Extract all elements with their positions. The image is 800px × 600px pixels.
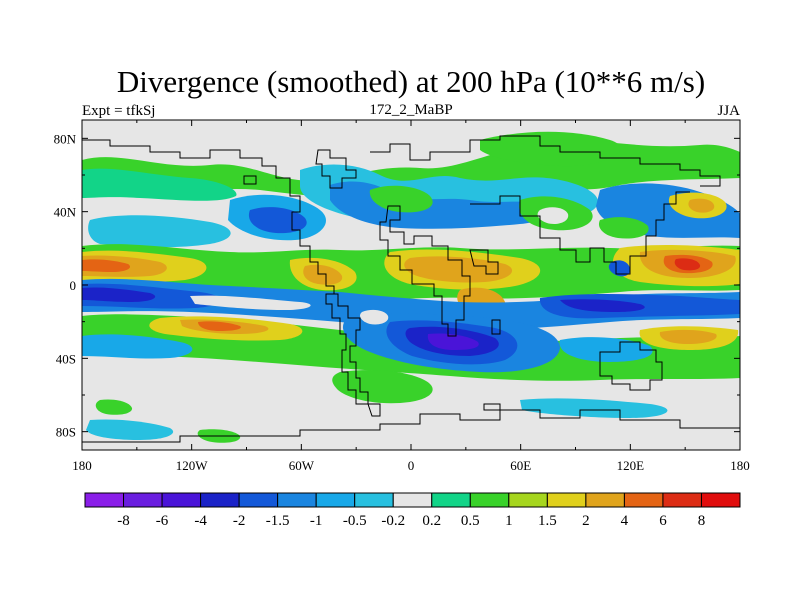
colorbar-box — [315, 492, 356, 508]
colorbar-level-label: -0.5 — [343, 513, 367, 529]
colorbar-box — [585, 492, 625, 508]
y-tick-label: 40N — [54, 205, 77, 220]
field-sh-blue-w — [82, 334, 193, 359]
axis-ticks — [81, 120, 741, 450]
coast-australia — [599, 341, 663, 391]
y-tick-label: 80S — [56, 425, 76, 440]
coast-islands-b — [483, 403, 501, 411]
colorbar-box — [161, 492, 202, 508]
coast-antarctica — [82, 409, 740, 443]
colorbar-box — [392, 492, 433, 508]
field-so-green-w — [95, 399, 133, 415]
x-tick-label: 120E — [617, 458, 645, 473]
y-tick-label: 80N — [54, 131, 77, 146]
coastlines — [82, 135, 740, 443]
coast-north-america — [82, 139, 335, 295]
field-nh-mid-green — [480, 131, 621, 167]
field-africa-orange — [404, 256, 513, 283]
chart-title: Divergence (smoothed) at 200 hPa (10**6 … — [117, 64, 705, 99]
field-sh-orange-e — [659, 329, 717, 344]
x-tick-label: 60E — [510, 458, 531, 473]
colorbar-box — [546, 492, 587, 508]
field-sa-ring — [359, 309, 389, 325]
x-tick-label: 120W — [176, 458, 209, 473]
coast-south-america — [325, 293, 369, 405]
field-so-cyan-e — [520, 398, 668, 418]
colorbar-box — [277, 492, 317, 508]
colorbar-box — [508, 492, 548, 508]
field-npac-blue — [88, 215, 231, 248]
colorbar-level-label: -2 — [233, 513, 246, 529]
colorbar-labels: -8 -6 -4 -2 -1.5 -1 -0.5 -0.2 0.2 0.5 1 1.5 2 4 6 8 — [117, 513, 705, 529]
coast-antarctic-peninsula — [367, 403, 381, 417]
y-tick-label: 0 — [70, 278, 77, 293]
colorbar-level-label: -8 — [117, 513, 130, 529]
divergence-field — [82, 131, 740, 443]
colorbar-level-label: 4 — [621, 513, 629, 529]
field-asia-ring — [537, 207, 569, 224]
field-sh-purple — [427, 333, 479, 350]
colorbar-level-label: 6 — [659, 513, 667, 529]
coast-islands-a — [243, 175, 257, 185]
field-eq-navy-w — [82, 287, 156, 302]
coast-asia-south — [470, 191, 690, 275]
field-nh-green-west — [82, 168, 237, 201]
colorbar-level-label: 2 — [582, 513, 590, 529]
coast-europe-africa — [379, 205, 471, 337]
colorbar-level-label: 1 — [505, 513, 513, 529]
coast-eurasia-north — [370, 135, 721, 187]
x-tick-label: 0 — [408, 458, 415, 473]
colorbar-level-label: 0.2 — [422, 513, 441, 529]
field-eq-gap — [190, 295, 311, 310]
colorbar-box — [200, 492, 240, 508]
field-sh-blue-e — [559, 337, 653, 362]
plot-area: 180 120W 60W 0 60E 120E 180 80N 40N 0 40S 80S — [54, 119, 750, 473]
case-label: 172_2_MaBP — [369, 102, 452, 118]
field-trop-red-w — [82, 259, 131, 272]
colorbar-level-label: -0.2 — [381, 513, 405, 529]
coast-madagascar — [491, 319, 501, 335]
colorbar-box — [700, 492, 741, 508]
field-eq-navy-e — [560, 299, 645, 312]
season-label: JJA — [717, 103, 740, 119]
field-wpac-deepred — [674, 258, 701, 271]
expt-label: Expt = tfkSj — [82, 103, 155, 119]
colorbar-box — [123, 492, 163, 508]
colorbar-box — [354, 492, 394, 508]
field-tibet-green — [598, 217, 649, 239]
x-tick-label: 180 — [730, 458, 750, 473]
colorbar-level-label: -6 — [156, 513, 169, 529]
colorbar-level-label: 0.5 — [461, 513, 480, 529]
x-tick-label: 180 — [72, 458, 92, 473]
colorbar-level-label: -1.5 — [266, 513, 290, 529]
x-tick-label: 60W — [289, 458, 315, 473]
colorbar-box — [662, 492, 702, 508]
field-sh-red-w — [198, 321, 241, 331]
colorbar-level-label: 8 — [698, 513, 706, 529]
coast-greenland — [315, 149, 357, 189]
y-tick-label: 40S — [56, 351, 76, 366]
colorbar-level-label: -4 — [194, 513, 207, 529]
colorbar-box — [469, 492, 510, 508]
field-trop-orange-c — [303, 264, 343, 285]
colorbar-level-label: 1.5 — [538, 513, 557, 529]
axis-labels: 180 120W 60W 0 60E 120E 180 80N 40N 0 40S 80S — [54, 131, 750, 473]
colorbar-level-label: -1 — [310, 513, 323, 529]
field-indo-blue-spot — [608, 260, 630, 277]
field-so-cyan — [86, 419, 174, 440]
field-atl-green — [369, 185, 433, 213]
field-east-asia-orange — [688, 198, 715, 213]
colorbar-box — [84, 492, 125, 508]
colorbar-box — [623, 492, 664, 508]
colorbar-box — [238, 492, 279, 508]
colorbar-box — [431, 492, 471, 508]
colorbar — [84, 492, 741, 508]
coast-arabia — [469, 249, 499, 275]
